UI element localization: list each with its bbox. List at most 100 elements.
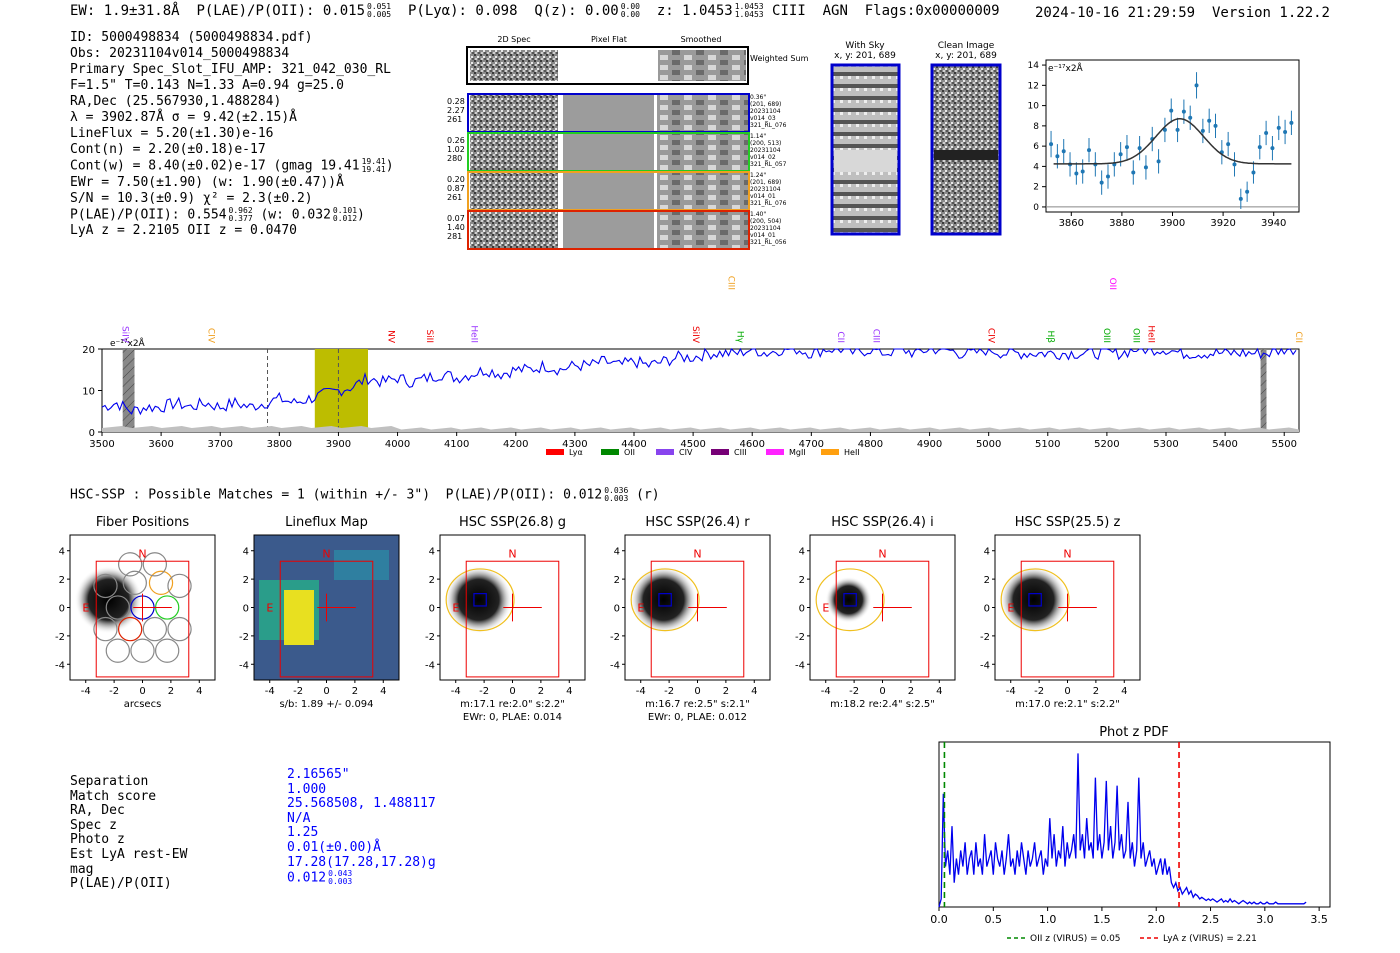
hsc-panel-2-source — [444, 565, 513, 634]
spectrum-noise — [102, 426, 1299, 432]
hsc-panel-3-aperture — [650, 560, 745, 678]
spectrum-xtick-6: 4100 — [444, 439, 469, 450]
spectrum-emission-lines: SiIV CIV NV SiII HeII SiIV CIII Hγ CII CIII CIV Hβ O… — [120, 276, 1303, 344]
detection-info: ID: 5000498834 (5000498834.pdf) Obs: 202… — [70, 30, 394, 239]
cutout-row-0-smoothed — [657, 95, 748, 131]
hsc-panel-0-ytick-0: -4 — [55, 660, 65, 671]
hsc-panel-0-fiber-2 — [105, 595, 130, 620]
info-plae-hi: 0.962 — [228, 205, 253, 215]
hsc-panel-4-ytick-1: -2 — [795, 632, 805, 643]
spectrum-masked-1 — [1260, 349, 1267, 432]
spectrum-legend-swatch-0 — [546, 449, 564, 455]
line-fit-xtick-4: 3940 — [1261, 218, 1286, 229]
line-fit-point-23 — [1194, 83, 1199, 88]
photz-xtick-2: 1.0 — [1039, 913, 1057, 926]
spectrum-legend-label-4: MgII — [789, 448, 806, 457]
hsc-panel-0-xtick-3: 2 — [168, 686, 174, 697]
info-lineflux: LineFlux = 5.20(±1.30)e-16 — [70, 126, 274, 141]
spectrum-background — [122, 349, 1267, 432]
line-fit-ticks: 3860 3880 3900 3920 3940 0 2 4 6 8 10 12 14 — [1028, 61, 1299, 229]
hsc-panel-0-fiber-6 — [142, 616, 168, 642]
spectrum-masked-0 — [122, 349, 135, 432]
hsc-panel-1-ytick-0: -4 — [239, 660, 249, 671]
info-contw: Cont(w) = 8.40(±0.02)e-17 (gmag 19.41 — [70, 158, 360, 174]
match-values: 2.16565" 1.000 25.568508, 1.488117 N/A 1… — [287, 767, 436, 886]
hsc-panel-4-source — [825, 576, 872, 623]
spectrum-ytick-0: 0 — [89, 428, 95, 439]
hsc-panel-1-aperture — [279, 560, 374, 678]
match-photoz: 1.25 — [287, 825, 319, 841]
line-fit-point-33 — [1257, 145, 1262, 150]
hsc-panel-4-ytick-4: 4 — [799, 547, 805, 558]
line-fit-ytick-4: 8 — [1033, 122, 1039, 132]
line-fit-point-28 — [1226, 142, 1231, 147]
hsc-panel-0-fiber-15 — [142, 552, 168, 577]
header-z-hi: 1.0453 — [734, 2, 764, 11]
hsc-panel-5-ellipse — [1000, 568, 1070, 632]
header-ew: EW: 1.9±31.8Å — [70, 3, 180, 19]
spectrum-xtick-19: 5400 — [1212, 439, 1237, 450]
hsc-panel-2-box — [473, 593, 487, 607]
spectrum-line-label-11: Hβ — [1045, 330, 1055, 343]
spectrum-xtick-13: 4800 — [858, 439, 883, 450]
info-lambda: λ = 3902.87Å σ = 9.42(±2.15)Å — [70, 110, 297, 125]
hsc-panel-3-xtick-1: -2 — [664, 686, 674, 697]
match-ew: 0.01(±0.00)Å — [287, 839, 381, 855]
spectrum-legend-label-0: Lyα — [569, 448, 583, 457]
hsc-panel-3-title: HSC SSP(26.4) r — [645, 515, 750, 530]
spectrum-xtick-18: 5300 — [1153, 439, 1178, 450]
hsc-panel-5-source — [999, 565, 1068, 634]
spectrum-line-label-2: NV — [386, 330, 396, 344]
hsc-title-hi: 0.036 — [604, 486, 629, 495]
hsc-panel-3-ytick-3: 2 — [614, 575, 620, 586]
cutout-row-3-pixelflat — [563, 212, 654, 248]
line-fit-point-15 — [1143, 165, 1148, 170]
hsc-panel-2-xtick-4: 4 — [566, 686, 572, 697]
hsc-panel-4-xtick-2: 0 — [879, 686, 885, 697]
hsc-panel-0-fiber-8 — [167, 573, 192, 599]
cutout-row-1-smoothed — [657, 134, 748, 170]
photz-ticks: 0.0 0.5 1.0 1.5 2.0 2.5 3.0 3.5 — [930, 907, 1328, 926]
spectrum-xtick-8: 4300 — [562, 439, 587, 450]
hsc-panel-3-xtick-0: -4 — [636, 686, 646, 697]
cutout-header-pixelflat: Pixel Flat — [591, 35, 627, 44]
match-plae-hi: 0.043 — [328, 869, 353, 879]
photz-legend-label-1: LyA z (VIRUS) = 2.21 — [1163, 934, 1257, 944]
hsc-panel-1-compass-n: N — [322, 548, 330, 561]
cutout-row-0-right-0: 0.36" — [750, 94, 766, 101]
hsc-panel-5-ytick-4: 4 — [984, 547, 990, 558]
info-plae-row: P(LAE)/P(OII): 0.554 0.962 0.377 (w: 0.032… — [70, 205, 394, 224]
spectrum-ytick-2: 20 — [82, 345, 95, 356]
line-fit-point-2 — [1061, 149, 1066, 154]
clean-image-title: Clean Image — [938, 41, 995, 51]
match-labels: Separation Match score RA, Dec Spec z Ph… — [70, 774, 187, 892]
spectrum-legend-swatch-5 — [821, 449, 839, 455]
hsc-panel-4-ytick-0: -4 — [795, 660, 805, 671]
hsc-panel-3-compass-e: E — [637, 602, 644, 615]
line-fit-points — [1049, 72, 1294, 209]
photz-pdf-plot: Phot z PDF 0.0 0.5 1.0 1.5 2.0 2.5 3.0 3.5 OII … — [930, 725, 1331, 944]
header-z: z: 1.0453 — [656, 3, 733, 19]
cutout-row-3-left-1: 1.40 — [447, 223, 465, 232]
hsc-panel-0-fiber-10 — [167, 616, 192, 642]
info-radec: RA,Dec (25.567930,1.488284) — [70, 94, 282, 109]
spectrum-xtick-12: 4700 — [799, 439, 824, 450]
spectrum-axes — [101, 348, 1300, 433]
line-fit-point-1 — [1055, 154, 1060, 159]
hsc-panel-1-title: Lineflux Map — [285, 515, 368, 530]
hsc-panel-2-title: HSC SSP(26.8) g — [459, 515, 566, 530]
line-fit-model — [1053, 118, 1292, 165]
cutout-row-1-right-1: (200, 513) — [750, 140, 781, 147]
cutout-weighted-sum: Weighted Sum — [466, 46, 809, 85]
match-plae: 0.012 — [287, 870, 327, 886]
hsc-panel-4-ytick-3: 2 — [799, 575, 805, 586]
line-fit-point-24 — [1200, 128, 1205, 133]
photz-xtick-0: 0.0 — [930, 913, 948, 926]
match-separation: 2.16565" — [287, 767, 350, 782]
line-fit-point-17 — [1156, 159, 1161, 164]
cutout-row-0-right-1: (201, 689) — [750, 101, 781, 108]
hsc-panel-3-ytick-2: 0 — [614, 604, 620, 615]
photz-xtick-6: 3.0 — [1256, 913, 1274, 926]
line-fit-xtick-3: 3920 — [1210, 218, 1235, 229]
